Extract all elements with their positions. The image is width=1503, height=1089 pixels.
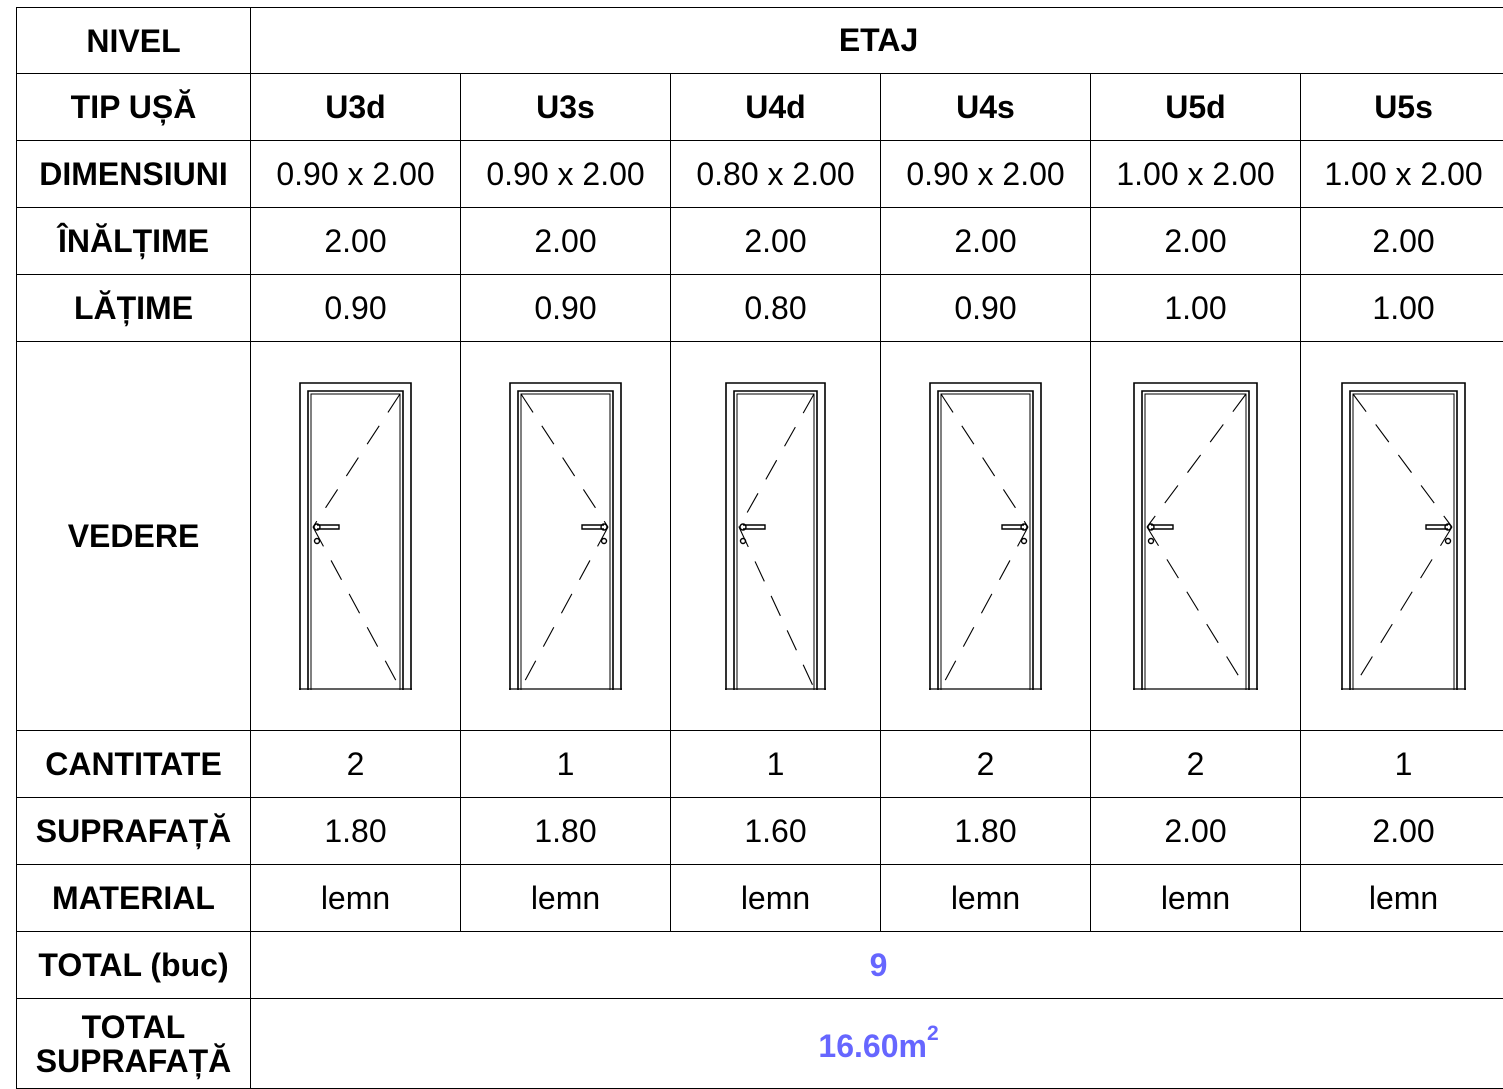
- total-pieces-value: 9: [251, 932, 1503, 999]
- quantity-cell: 1: [461, 731, 671, 798]
- label-latime: LĂȚIME: [17, 275, 251, 342]
- quantity-cell: 2: [1091, 731, 1301, 798]
- row-total-buc: TOTAL (buc) 9: [17, 932, 1503, 999]
- material-cell: lemn: [251, 865, 461, 932]
- material-cell: lemn: [881, 865, 1091, 932]
- quantity-cell: 1: [1301, 731, 1503, 798]
- dimensions-cell: 0.90 x 2.00: [461, 141, 671, 208]
- label-dimensiuni: DIMENSIUNI: [17, 141, 251, 208]
- total-area-exponent: 2: [927, 1022, 939, 1045]
- row-material: MATERIAL lemn lemn lemn lemn lemn lemn: [17, 865, 1503, 932]
- row-tip-usa: TIP UȘĂ U3d U3s U4d U4s U5d U5s: [17, 74, 1503, 141]
- door-view-cell: [881, 342, 1091, 731]
- area-cell: 1.80: [881, 798, 1091, 865]
- quantity-cell: 1: [671, 731, 881, 798]
- material-cell: lemn: [671, 865, 881, 932]
- door-elevation-icon: [299, 382, 412, 690]
- door-type-cell: U3s: [461, 74, 671, 141]
- label-nivel: NIVEL: [17, 8, 251, 74]
- label-tip-usa: TIP UȘĂ: [17, 74, 251, 141]
- quantity-cell: 2: [251, 731, 461, 798]
- material-cell: lemn: [1301, 865, 1503, 932]
- door-elevation-icon: [1133, 382, 1258, 690]
- door-view-cell: [1301, 342, 1503, 731]
- label-inaltime: ÎNĂLȚIME: [17, 208, 251, 275]
- label-total-suprafata: TOTAL SUPRAFAȚĂ: [17, 999, 251, 1089]
- door-elevation-icon: [509, 382, 622, 690]
- height-cell: 2.00: [1091, 208, 1301, 275]
- nivel-value: ETAJ: [251, 8, 1503, 74]
- label-suprafata: SUPRAFAȚĂ: [17, 798, 251, 865]
- height-cell: 2.00: [251, 208, 461, 275]
- door-type-cell: U4s: [881, 74, 1091, 141]
- door-schedule-table: NIVEL ETAJ TIP UȘĂ U3d U3s U4d U4s U5d U…: [16, 7, 1503, 1089]
- label-total-suprafata-line1: TOTAL: [82, 1009, 186, 1045]
- width-cell: 0.90: [251, 275, 461, 342]
- dimensions-cell: 0.80 x 2.00: [671, 141, 881, 208]
- total-area-number: 16.60m: [818, 1028, 927, 1064]
- quantity-cell: 2: [881, 731, 1091, 798]
- label-cantitate: CANTITATE: [17, 731, 251, 798]
- dimensions-cell: 1.00 x 2.00: [1301, 141, 1503, 208]
- width-cell: 0.90: [881, 275, 1091, 342]
- door-type-cell: U4d: [671, 74, 881, 141]
- width-cell: 1.00: [1301, 275, 1503, 342]
- door-type-cell: U5s: [1301, 74, 1503, 141]
- dimensions-cell: 0.90 x 2.00: [251, 141, 461, 208]
- label-total-buc: TOTAL (buc): [17, 932, 251, 999]
- area-cell: 2.00: [1301, 798, 1503, 865]
- label-vedere: VEDERE: [17, 342, 251, 731]
- material-cell: lemn: [461, 865, 671, 932]
- width-cell: 1.00: [1091, 275, 1301, 342]
- material-cell: lemn: [1091, 865, 1301, 932]
- door-elevation-icon: [725, 382, 826, 690]
- door-elevation-icon: [929, 382, 1042, 690]
- row-vedere: VEDERE: [17, 342, 1503, 731]
- total-area-value: 16.60m2: [251, 999, 1503, 1089]
- label-material: MATERIAL: [17, 865, 251, 932]
- door-view-cell: [461, 342, 671, 731]
- dimensions-cell: 0.90 x 2.00: [881, 141, 1091, 208]
- height-cell: 2.00: [1301, 208, 1503, 275]
- width-cell: 0.80: [671, 275, 881, 342]
- row-cantitate: CANTITATE 2 1 1 2 2 1: [17, 731, 1503, 798]
- height-cell: 2.00: [461, 208, 671, 275]
- row-total-suprafata: TOTAL SUPRAFAȚĂ 16.60m2: [17, 999, 1503, 1089]
- door-view-cell: [251, 342, 461, 731]
- row-latime: LĂȚIME 0.90 0.90 0.80 0.90 1.00 1.00: [17, 275, 1503, 342]
- door-elevation-icon: [1341, 382, 1466, 690]
- door-type-cell: U5d: [1091, 74, 1301, 141]
- dimensions-cell: 1.00 x 2.00: [1091, 141, 1301, 208]
- label-total-suprafata-line2: SUPRAFAȚĂ: [36, 1043, 232, 1079]
- row-nivel: NIVEL ETAJ: [17, 8, 1503, 74]
- area-cell: 1.80: [251, 798, 461, 865]
- row-dimensiuni: DIMENSIUNI 0.90 x 2.00 0.90 x 2.00 0.80 …: [17, 141, 1503, 208]
- area-cell: 2.00: [1091, 798, 1301, 865]
- height-cell: 2.00: [671, 208, 881, 275]
- door-view-cell: [1091, 342, 1301, 731]
- area-cell: 1.80: [461, 798, 671, 865]
- area-cell: 1.60: [671, 798, 881, 865]
- door-view-cell: [671, 342, 881, 731]
- door-type-cell: U3d: [251, 74, 461, 141]
- height-cell: 2.00: [881, 208, 1091, 275]
- width-cell: 0.90: [461, 275, 671, 342]
- row-inaltime: ÎNĂLȚIME 2.00 2.00 2.00 2.00 2.00 2.00: [17, 208, 1503, 275]
- row-suprafata: SUPRAFAȚĂ 1.80 1.80 1.60 1.80 2.00 2.00: [17, 798, 1503, 865]
